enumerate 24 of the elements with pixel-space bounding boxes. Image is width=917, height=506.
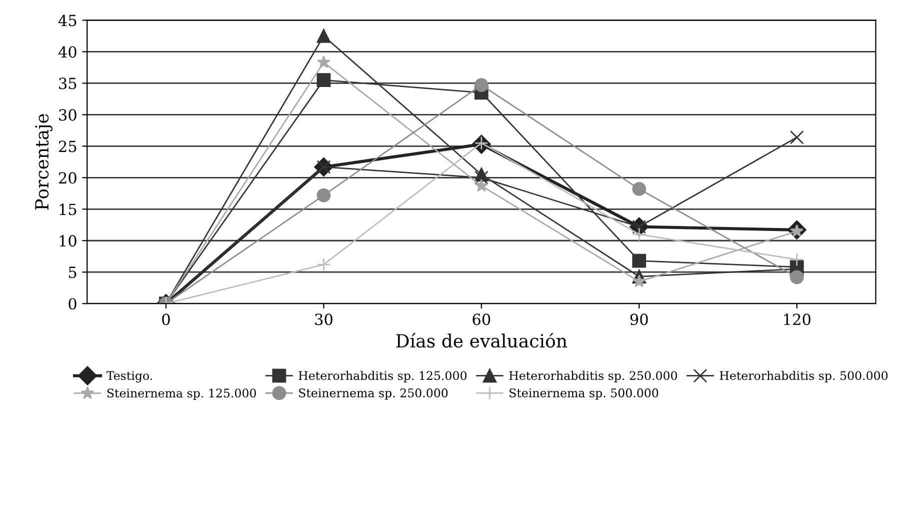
legend-label: Heterorhabditis sp. 500.000	[720, 370, 888, 382]
x-tick-label: 30	[315, 314, 332, 326]
legend-label: Testigo.	[106, 371, 152, 382]
y-tick-label: 30	[59, 109, 76, 121]
x-tick-label: 0	[162, 314, 170, 326]
x-tick-label: 120	[784, 314, 810, 326]
legend-label: Heterorhabditis sp. 250.000	[509, 370, 678, 382]
legend-label: Steinernema sp. 500.000	[510, 388, 658, 400]
legend-label: Heterorhabditis sp. 125.000	[298, 370, 466, 382]
y-tick-label: 35	[59, 78, 76, 90]
legend-label: Steinernema sp. 125.000	[107, 388, 256, 400]
y-axis-title: Porcentaje	[35, 114, 52, 210]
y-tick-label: 25	[58, 140, 76, 152]
x-tick-label: 90	[630, 314, 648, 326]
y-tick-label: 15	[60, 204, 76, 216]
x-axis-title: Días de evaluación	[396, 332, 568, 348]
legend-label: Steinernema sp. 250.000	[299, 388, 448, 400]
y-tick-label: 5	[68, 266, 76, 278]
y-tick-label: 20	[58, 172, 76, 184]
y-tick-label: 40	[58, 46, 76, 58]
y-tick-label: 10	[60, 235, 76, 247]
x-tick-label: 60	[472, 314, 490, 326]
y-tick-label: 0	[68, 298, 76, 310]
y-tick-label: 45	[58, 14, 76, 26]
